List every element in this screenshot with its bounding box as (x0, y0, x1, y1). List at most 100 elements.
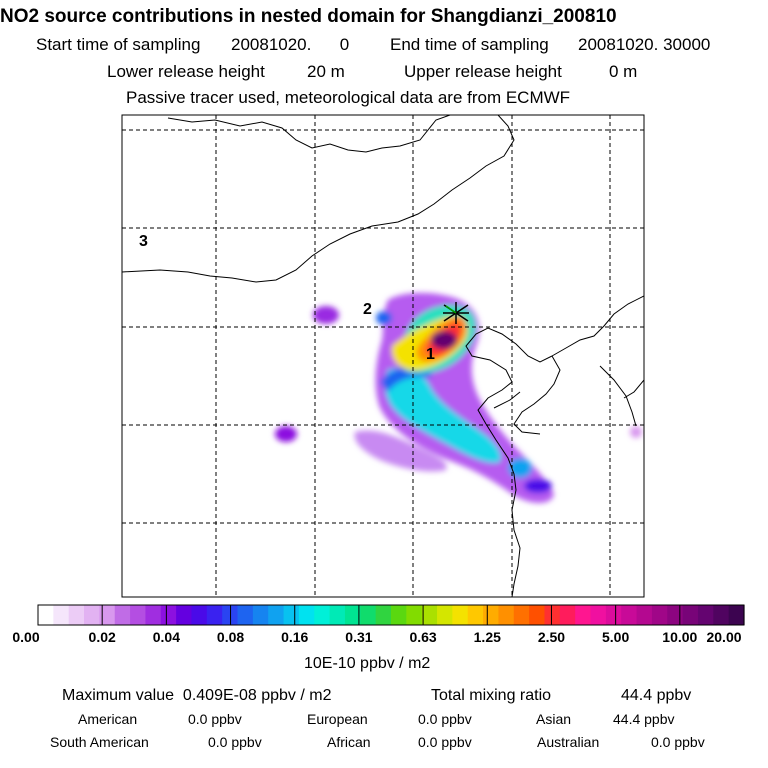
colorbar-cell (513, 605, 530, 625)
region-name: Australian (537, 734, 600, 750)
colorbar-cell (697, 605, 714, 625)
region-name: European (307, 711, 368, 727)
plume-peak (431, 331, 457, 349)
total-mixing-label: Total mixing ratio (431, 687, 552, 704)
colorbar-cell (375, 605, 392, 625)
blob-small (376, 311, 392, 325)
max-value-label: Maximum value (62, 687, 175, 704)
colorbar-cell (53, 605, 70, 625)
end-time-label: End time of sampling (390, 35, 549, 54)
lat-lon-grid (122, 115, 644, 597)
max-value: 0.409E-08 ppbv / m2 (182, 687, 332, 704)
colorbar-cell (667, 605, 684, 625)
colorbar-tick-label: 5.00 (602, 629, 630, 645)
colorbar-tick-label: 0.16 (281, 629, 309, 645)
colorbar-cell (114, 605, 131, 625)
region-name: American (78, 711, 138, 727)
region-name: South American (50, 734, 149, 750)
colorbar-cell (498, 605, 515, 625)
region-name: African (327, 734, 371, 750)
region-name: Asian (536, 711, 572, 727)
tracer-note: Passive tracer used, meteorological data… (126, 88, 571, 107)
region-value: 44.4 ppbv (613, 711, 675, 727)
colorbar-tick-label: 0.02 (88, 629, 116, 645)
map-label-1: 1 (426, 346, 435, 363)
colorbar-cell (145, 605, 162, 625)
plume-violet-tail (354, 430, 447, 472)
colorbar-cell (206, 605, 223, 625)
colorbar-cell (360, 605, 377, 625)
colorbar-cell (590, 605, 607, 625)
colorbar-cell (559, 605, 576, 625)
colorbar-cell (84, 605, 100, 625)
map-frame (121, 114, 645, 598)
colorbar-frame (37, 604, 745, 626)
colorbar-cell (237, 605, 254, 625)
upper-release-value: 0 m (609, 62, 638, 81)
lower-release-value: 20 m (307, 62, 345, 81)
colorbar-cell (298, 605, 315, 625)
colorbar-cell (268, 605, 285, 625)
colorbar-cell (575, 605, 592, 625)
colorbar-unit: 10E-10 ppbv / m2 (304, 655, 431, 672)
colorbar-cell (314, 605, 331, 625)
map-label-3: 3 (139, 233, 148, 250)
colorbar-cell (544, 605, 561, 625)
colorbar-cell (529, 605, 546, 625)
colorbar-cells (38, 605, 745, 625)
colorbar-cell (68, 605, 85, 625)
colorbar-cell (391, 605, 407, 625)
region-value: 0.0 ppbv (651, 734, 705, 750)
colorbar-tick-label: 0.04 (152, 629, 180, 645)
total-mixing-value: 44.4 ppbv (621, 687, 692, 704)
start-time-label: Start time of sampling (36, 35, 201, 54)
colorbar-cell (130, 605, 147, 625)
plot-title: NO2 source contributions in nested domai… (0, 6, 617, 27)
colorbar-cell (467, 605, 484, 625)
upper-release-label: Upper release height (404, 62, 562, 81)
colorbar-cell (329, 605, 346, 625)
colorbar-cell (437, 605, 453, 625)
colorbar-cell (452, 605, 469, 625)
start-time-value: 20081020. 0 (231, 35, 350, 54)
coastlines (122, 115, 644, 597)
colorbar-cell (682, 605, 699, 625)
colorbar-cell (38, 605, 54, 625)
colorbar-cell (605, 605, 622, 625)
colorbar-cell (421, 605, 438, 625)
plume-cyan-core (384, 367, 501, 463)
region-value: 0.0 ppbv (418, 711, 472, 727)
colorbar-tick-label: 20.00 (706, 629, 742, 645)
colorbar-tick-label: 10.00 (662, 629, 698, 645)
colorbar-tick-label: 1.25 (473, 629, 501, 645)
region-value: 0.0 ppbv (208, 734, 262, 750)
colorbar-cell (160, 605, 177, 625)
colorbar-cell (636, 605, 653, 625)
plume (275, 292, 642, 503)
colorbar-tick-label: 0.00 (12, 629, 40, 645)
colorbar-cell (99, 605, 116, 625)
map-label-2: 2 (363, 301, 372, 318)
colorbar-tick-label: 0.08 (216, 629, 245, 645)
colorbar-tick-label: 0.31 (345, 629, 373, 645)
blob-far-right (630, 426, 642, 438)
colorbar-cell (252, 605, 269, 625)
end-time-value: 20081020. 30000 (578, 35, 711, 54)
colorbar-cell (191, 605, 208, 625)
region-value: 0.0 ppbv (418, 734, 472, 750)
colorbar-cell (728, 605, 745, 625)
lower-release-label: Lower release height (107, 62, 265, 81)
colorbar-cell (283, 605, 300, 625)
colorbar-cell (344, 605, 361, 625)
colorbar-cell (713, 605, 730, 625)
region-value: 0.0 ppbv (188, 711, 242, 727)
colorbar-cell (483, 605, 500, 625)
blob-left (275, 426, 297, 442)
colorbar-cell (651, 605, 668, 625)
colorbar-tick-label: 2.50 (537, 629, 566, 645)
colorbar-cell (406, 605, 423, 625)
max-value-line: Maximum value 0.409E-08 ppbv / m2 (62, 687, 331, 705)
blob-southeast-2 (524, 479, 552, 493)
receptor-marker (443, 302, 469, 324)
